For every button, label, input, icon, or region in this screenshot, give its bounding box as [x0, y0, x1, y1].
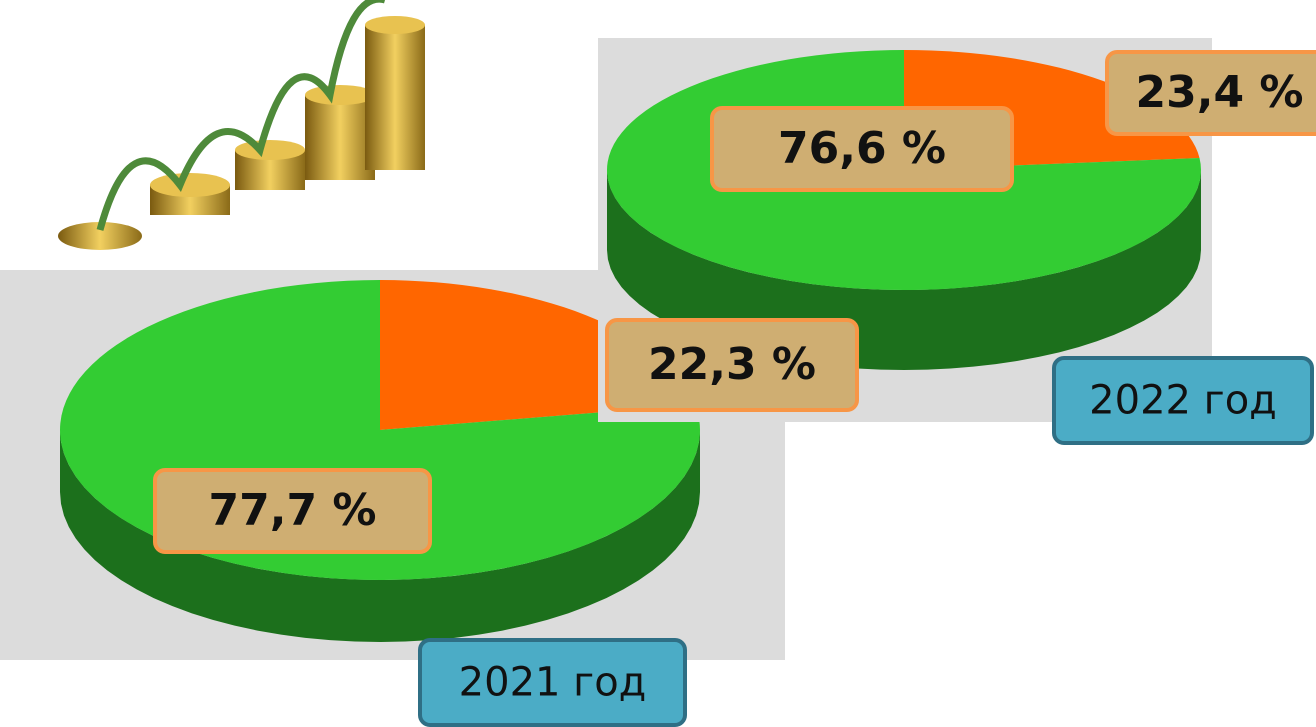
chart-title: 2022 год	[1089, 378, 1277, 424]
slice-side	[60, 430, 700, 642]
year-box	[1052, 356, 1314, 445]
label-box	[153, 468, 432, 554]
coins-illustration	[58, 0, 425, 250]
value-label: 22,3 %	[648, 339, 816, 390]
value-label: 77,7 %	[209, 485, 377, 536]
value-label: 23,4 %	[1136, 67, 1304, 118]
value-label: 76,6 %	[778, 123, 946, 174]
label-box	[710, 106, 1014, 192]
value-label-box: 23,4 %	[1105, 50, 1316, 136]
value-label-box: 22,3 %	[605, 318, 859, 412]
chart-title: 2021 год	[459, 660, 647, 706]
label-box	[1105, 50, 1316, 136]
year-box	[418, 638, 687, 727]
value-label-box: 76,6 %	[710, 106, 1014, 192]
label-box	[605, 318, 859, 412]
value-label-box: 77,7 %	[153, 468, 432, 554]
